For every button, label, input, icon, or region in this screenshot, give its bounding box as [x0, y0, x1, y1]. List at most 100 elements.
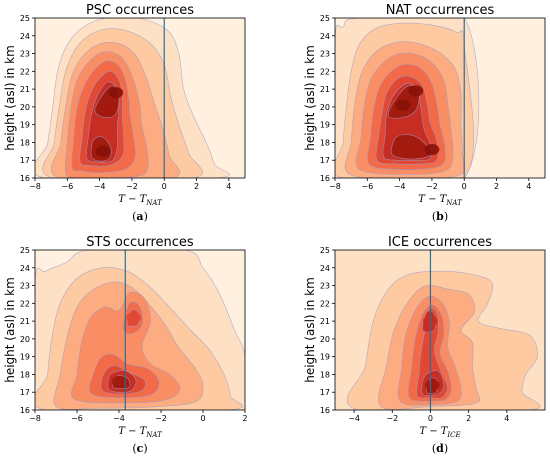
y-axis-label: height (asl) in km	[303, 45, 317, 151]
y-tick-label: 22	[320, 67, 330, 76]
x-tick-label: 0	[428, 414, 433, 423]
y-tick-label: 25	[320, 14, 330, 23]
panel-caption: (b)	[432, 210, 448, 223]
caption-close-paren: )	[144, 210, 148, 223]
caption-open-paren: (	[132, 210, 136, 223]
peak-marker	[425, 379, 440, 391]
y-tick-label: 19	[320, 353, 330, 362]
caption-close-paren: )	[143, 442, 147, 455]
chart-title: STS occurrences	[86, 235, 194, 250]
plot-frame	[34, 17, 246, 179]
y-tick-label: 24	[320, 32, 330, 41]
peak-marker	[100, 103, 116, 115]
y-tick-label: 19	[320, 121, 330, 130]
y-tick-label: 17	[20, 156, 30, 165]
caption-close-paren: )	[444, 442, 448, 455]
caption-letter: b	[436, 210, 444, 223]
x-axis-label-subscript: NAT	[445, 199, 463, 207]
caption-open-paren: (	[432, 210, 436, 223]
peak-marker	[126, 311, 142, 324]
x-tick-label: −2	[155, 414, 167, 423]
y-tick-label: 20	[320, 103, 330, 112]
chart-title: PSC occurrences	[86, 3, 194, 18]
y-tick-label: 19	[20, 121, 30, 130]
y-tick-label: 25	[20, 246, 30, 255]
x-tick-label: −4	[94, 182, 106, 191]
chart-title: ICE occurrences	[388, 235, 492, 250]
x-tick-label: 2	[466, 414, 471, 423]
y-tick-label: 19	[20, 353, 30, 362]
caption-close-paren: )	[444, 210, 448, 223]
y-tick-label: 16	[20, 406, 30, 415]
caption-open-paren: (	[132, 442, 136, 455]
y-tick-label: 25	[20, 14, 30, 23]
x-axis-label-main: T − T	[118, 194, 147, 205]
y-tick-label: 16	[20, 174, 30, 183]
x-tick-label: 4	[226, 182, 231, 191]
caption-open-paren: (	[432, 442, 436, 455]
x-tick-label: 4	[526, 182, 531, 191]
x-axis-label: T − TNAT	[118, 194, 163, 207]
y-tick-label: 17	[320, 156, 330, 165]
x-tick-label: 0	[200, 414, 205, 423]
y-tick-label: 23	[320, 282, 330, 291]
y-tick-label: 24	[20, 264, 30, 273]
peak-marker	[95, 145, 111, 157]
y-tick-label: 17	[20, 388, 30, 397]
y-tick-label: 21	[320, 85, 330, 94]
x-tick-label: −2	[426, 182, 438, 191]
caption-letter: c	[137, 442, 144, 455]
x-tick-label: 0	[162, 182, 167, 191]
y-axis-label: height (asl) in km	[3, 277, 17, 383]
y-tick-label: 24	[20, 32, 30, 41]
peak-marker	[108, 87, 124, 99]
x-axis-label-main: T − T	[418, 194, 447, 205]
x-tick-label: −6	[361, 182, 373, 191]
y-tick-label: 20	[320, 335, 330, 344]
x-axis-label-main: T − T	[118, 426, 147, 437]
y-axis-label: height (asl) in km	[303, 277, 317, 383]
x-axis-label: T − TICE	[419, 426, 460, 439]
peak-marker	[111, 375, 127, 388]
plot-frame	[334, 249, 546, 411]
x-axis-label-main: T − T	[419, 426, 448, 437]
y-tick-label: 24	[320, 264, 330, 273]
x-tick-label: −4	[348, 414, 360, 423]
x-tick-label: −4	[394, 182, 406, 191]
plot-frame	[34, 249, 246, 411]
panel-caption: (c)	[132, 442, 147, 455]
y-tick-label: 23	[20, 50, 30, 59]
y-tick-label: 16	[320, 406, 330, 415]
y-tick-label: 22	[320, 299, 330, 308]
x-tick-label: −8	[29, 182, 41, 191]
x-tick-label: −4	[113, 414, 125, 423]
x-tick-label: −8	[29, 414, 41, 423]
y-tick-label: 25	[320, 246, 330, 255]
peak-marker	[395, 99, 411, 111]
y-tick-label: 20	[20, 103, 30, 112]
peak-marker	[408, 85, 424, 97]
plot-frame	[334, 17, 546, 179]
caption-letter: d	[436, 442, 444, 455]
contour-layer	[35, 250, 245, 410]
contour-layer	[335, 250, 545, 410]
y-tick-label: 18	[20, 138, 30, 147]
peak-marker	[424, 143, 440, 156]
y-tick-label: 17	[320, 388, 330, 397]
x-axis-label-subscript: NAT	[145, 431, 163, 439]
caption-letter: a	[136, 210, 143, 223]
x-tick-label: 2	[494, 182, 499, 191]
x-tick-label: 0	[462, 182, 467, 191]
x-tick-label: −6	[71, 414, 83, 423]
x-axis-label-subscript: NAT	[145, 199, 163, 207]
chart-title: NAT occurrences	[386, 3, 495, 18]
panel-caption: (a)	[132, 210, 148, 223]
y-tick-label: 20	[20, 335, 30, 344]
x-tick-label: 4	[504, 414, 509, 423]
x-tick-label: −2	[386, 414, 398, 423]
contour-layer	[335, 18, 480, 178]
x-tick-label: 2	[194, 182, 199, 191]
